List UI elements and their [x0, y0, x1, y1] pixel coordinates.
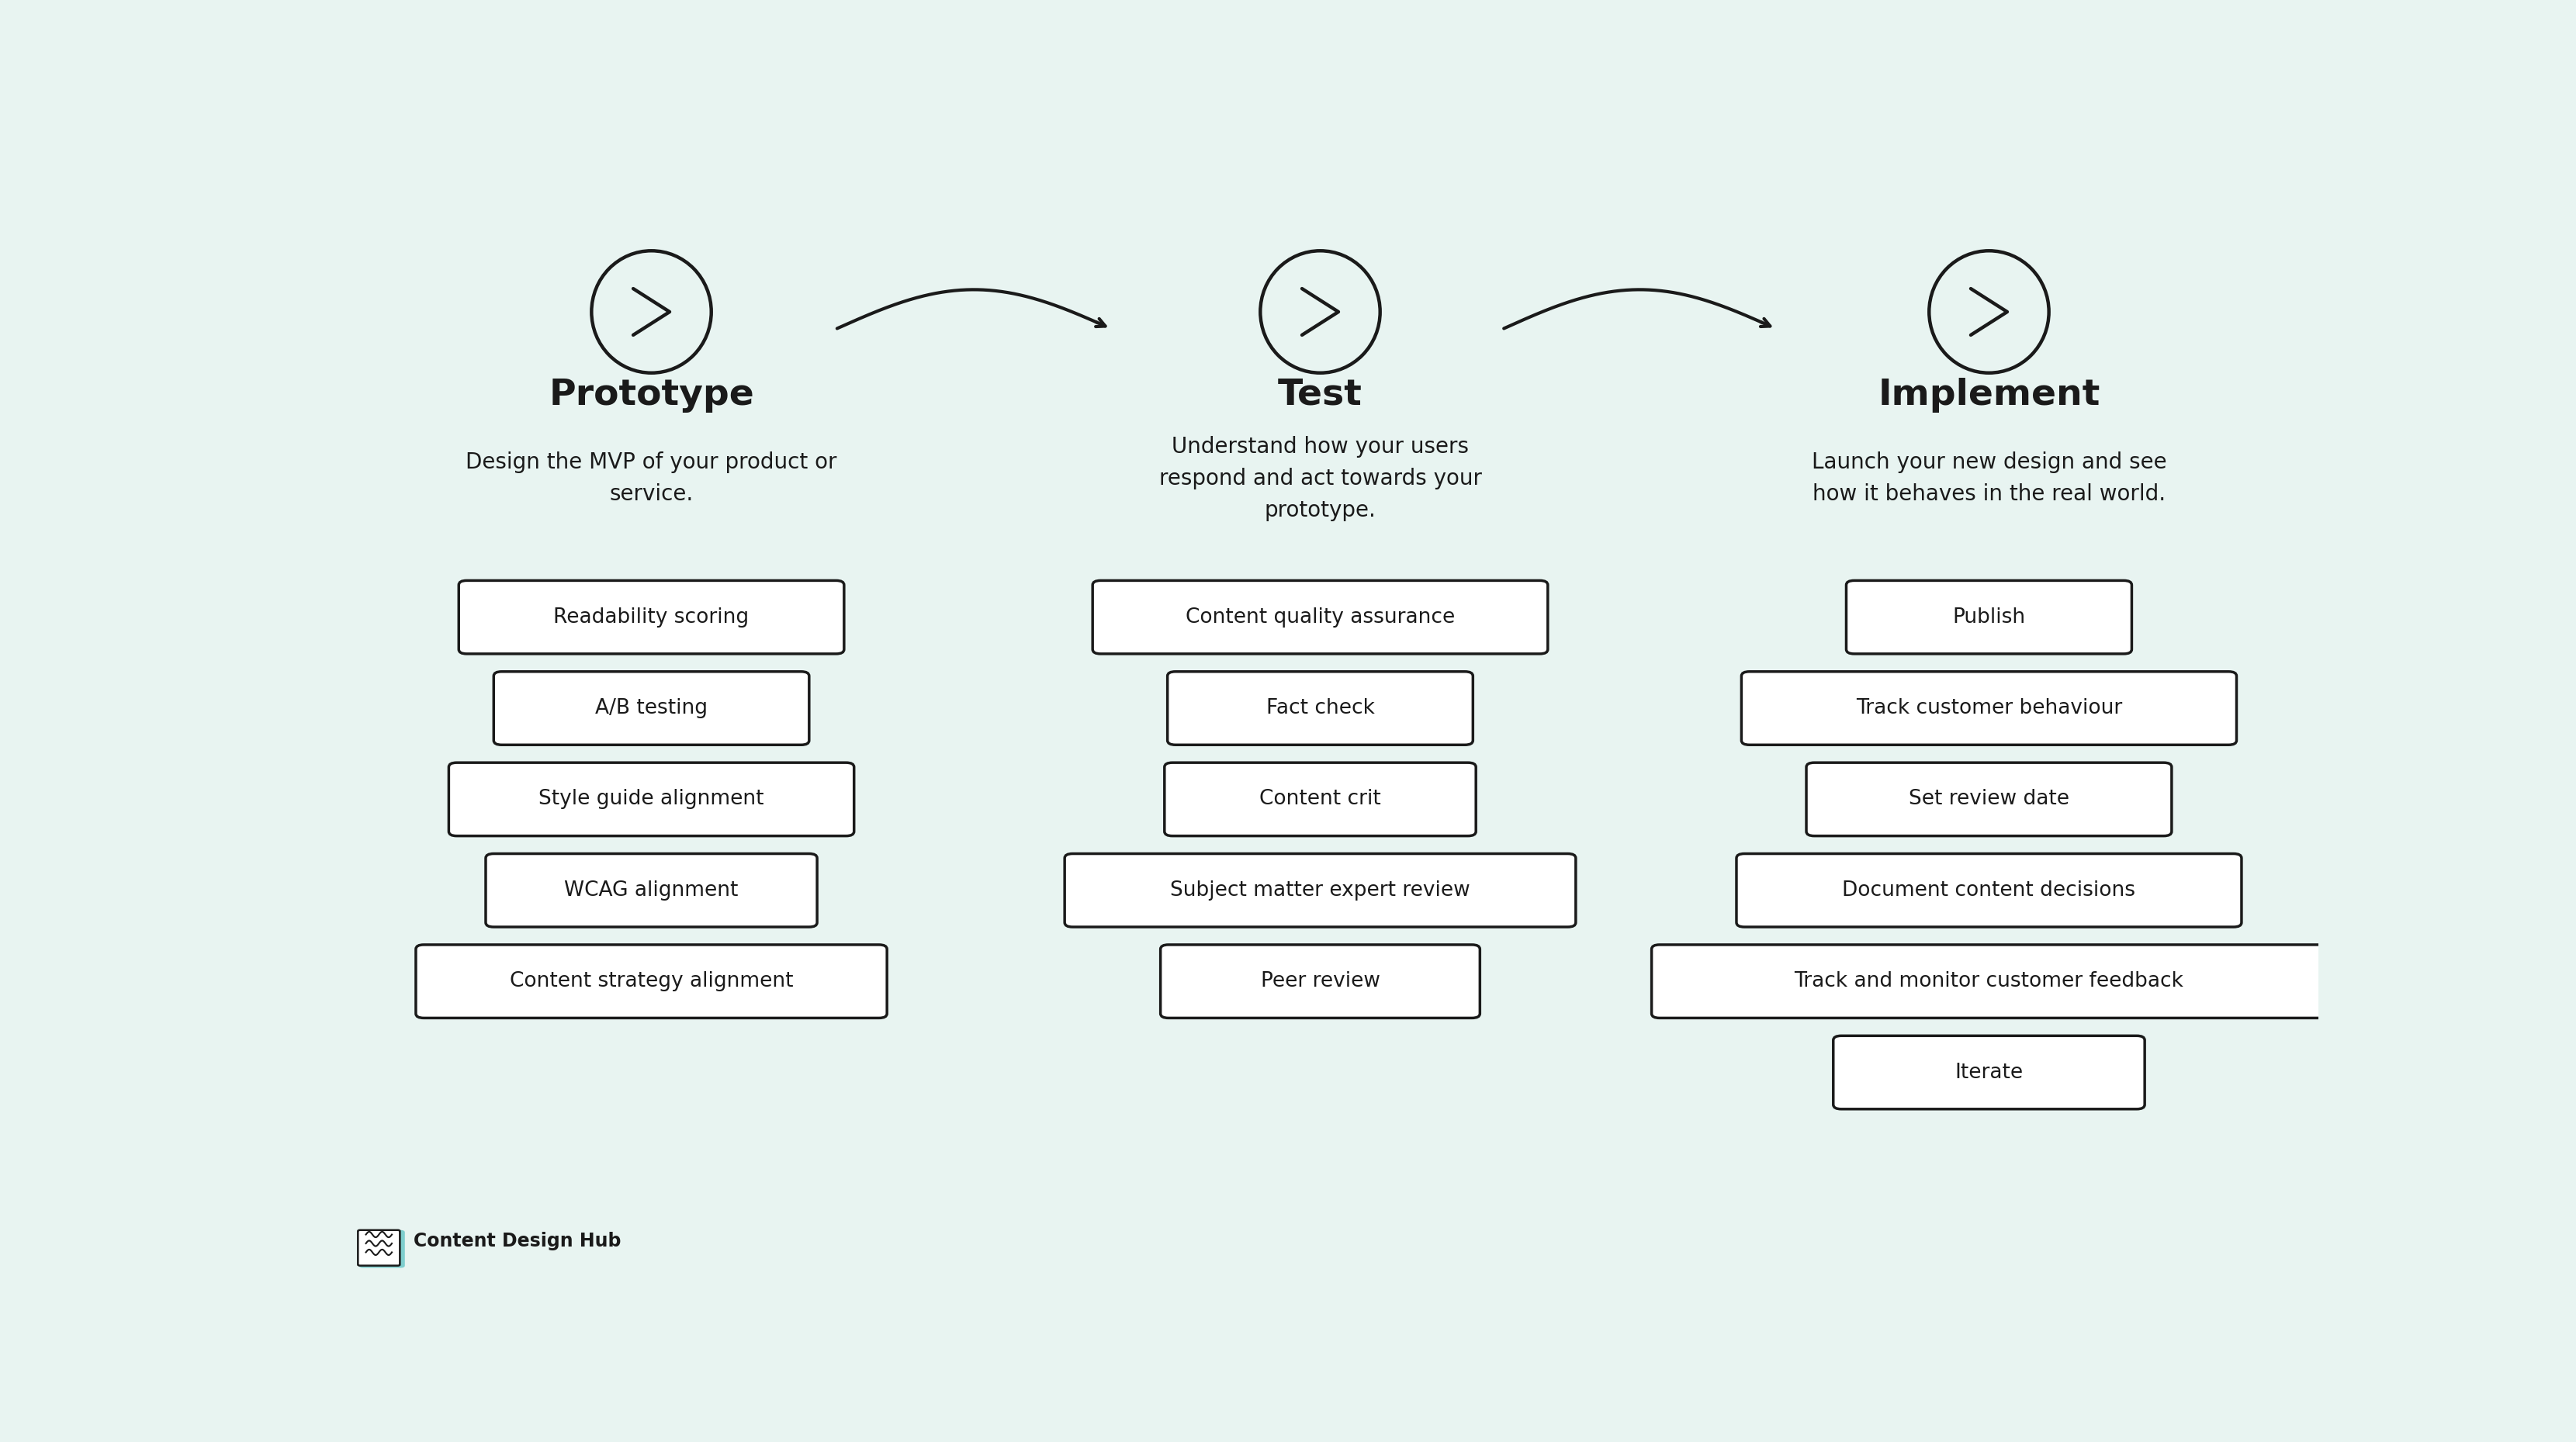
Text: Content crit: Content crit — [1260, 789, 1381, 809]
Text: Set review date: Set review date — [1909, 789, 2069, 809]
Text: Understand how your users
respond and act towards your
prototype.: Understand how your users respond and ac… — [1159, 435, 1481, 521]
Text: Iterate: Iterate — [1955, 1063, 2022, 1083]
Text: Style guide alignment: Style guide alignment — [538, 789, 765, 809]
Text: Prototype: Prototype — [549, 378, 755, 412]
Text: Launch your new design and see
how it behaves in the real world.: Launch your new design and see how it be… — [1811, 451, 2166, 505]
Text: Readability scoring: Readability scoring — [554, 607, 750, 627]
FancyBboxPatch shape — [1741, 672, 2236, 746]
FancyBboxPatch shape — [1167, 672, 1473, 746]
FancyBboxPatch shape — [487, 854, 817, 927]
Text: Track and monitor customer feedback: Track and monitor customer feedback — [1795, 972, 2184, 992]
Text: Test: Test — [1278, 378, 1363, 412]
FancyBboxPatch shape — [1806, 763, 2172, 836]
FancyBboxPatch shape — [495, 672, 809, 746]
Text: Content Design Hub: Content Design Hub — [415, 1231, 621, 1250]
Text: Document content decisions: Document content decisions — [1842, 880, 2136, 900]
Text: Implement: Implement — [1878, 378, 2099, 412]
Text: Content strategy alignment: Content strategy alignment — [510, 972, 793, 992]
Text: Fact check: Fact check — [1265, 698, 1376, 718]
FancyBboxPatch shape — [1736, 854, 2241, 927]
FancyBboxPatch shape — [448, 763, 855, 836]
FancyBboxPatch shape — [358, 1230, 399, 1266]
Text: Design the MVP of your product or
service.: Design the MVP of your product or servic… — [466, 451, 837, 505]
Text: Content quality assurance: Content quality assurance — [1185, 607, 1455, 627]
Text: A/B testing: A/B testing — [595, 698, 708, 718]
FancyBboxPatch shape — [1651, 945, 2326, 1018]
Text: Track customer behaviour: Track customer behaviour — [1855, 698, 2123, 718]
FancyBboxPatch shape — [1834, 1035, 2146, 1109]
FancyBboxPatch shape — [1064, 854, 1577, 927]
Text: Subject matter expert review: Subject matter expert review — [1170, 880, 1471, 900]
FancyBboxPatch shape — [415, 945, 886, 1018]
Text: Peer review: Peer review — [1260, 972, 1381, 992]
FancyBboxPatch shape — [1164, 763, 1476, 836]
Text: WCAG alignment: WCAG alignment — [564, 880, 739, 900]
FancyBboxPatch shape — [358, 1230, 404, 1268]
Text: Publish: Publish — [1953, 607, 2025, 627]
FancyBboxPatch shape — [459, 581, 845, 653]
FancyBboxPatch shape — [1092, 581, 1548, 653]
FancyBboxPatch shape — [1847, 581, 2133, 653]
FancyBboxPatch shape — [1159, 945, 1479, 1018]
